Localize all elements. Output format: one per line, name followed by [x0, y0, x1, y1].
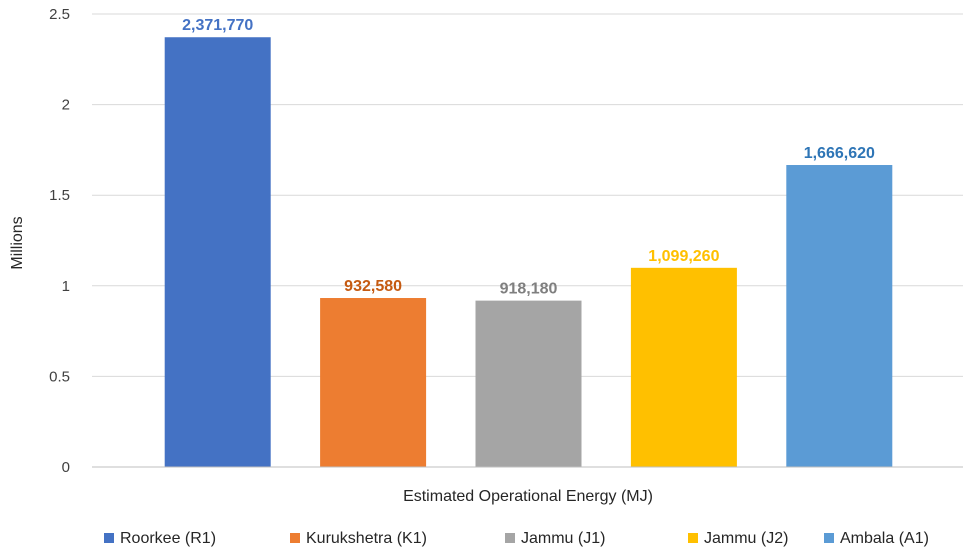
- legend: Roorkee (R1) Kurukshetra (K1) Jammu (J1) Ja…: [104, 530, 929, 547]
- legend-swatch: [824, 533, 834, 543]
- legend-label: Ambala (A1): [840, 530, 929, 547]
- y-axis-ticks: 0 0.5 1 1.5 2 2.5: [49, 6, 70, 476]
- y-tick-label: 2.5: [49, 6, 70, 23]
- legend-swatch: [688, 533, 698, 543]
- data-label: 918,180: [500, 281, 558, 298]
- y-tick-label: 1.5: [49, 187, 70, 204]
- legend-swatch: [505, 533, 515, 543]
- y-tick-label: 0: [62, 459, 70, 476]
- data-label: 932,580: [344, 278, 402, 295]
- data-label: 2,371,770: [182, 17, 253, 34]
- legend-swatch: [104, 533, 114, 543]
- bar: [630, 267, 737, 467]
- y-axis-title: Millions: [9, 216, 26, 269]
- bar: [786, 165, 893, 467]
- bar: [320, 298, 427, 467]
- y-tick-label: 1: [62, 278, 70, 295]
- data-label: 1,099,260: [648, 248, 719, 265]
- bars: [164, 37, 893, 467]
- x-axis-title: Estimated Operational Energy (MJ): [403, 488, 653, 505]
- legend-swatch: [290, 533, 300, 543]
- legend-label: Jammu (J2): [704, 530, 788, 547]
- data-label: 1,666,620: [804, 145, 875, 162]
- data-labels: 2,371,770 932,580 918,180 1,099,260 1,666,62…: [182, 17, 875, 297]
- legend-label: Kurukshetra (K1): [306, 530, 427, 547]
- legend-label: Roorkee (R1): [120, 530, 216, 547]
- y-tick-label: 2: [62, 97, 70, 114]
- bar: [164, 37, 271, 467]
- legend-label: Jammu (J1): [521, 530, 605, 547]
- bar: [475, 300, 582, 467]
- y-tick-label: 0.5: [49, 368, 70, 385]
